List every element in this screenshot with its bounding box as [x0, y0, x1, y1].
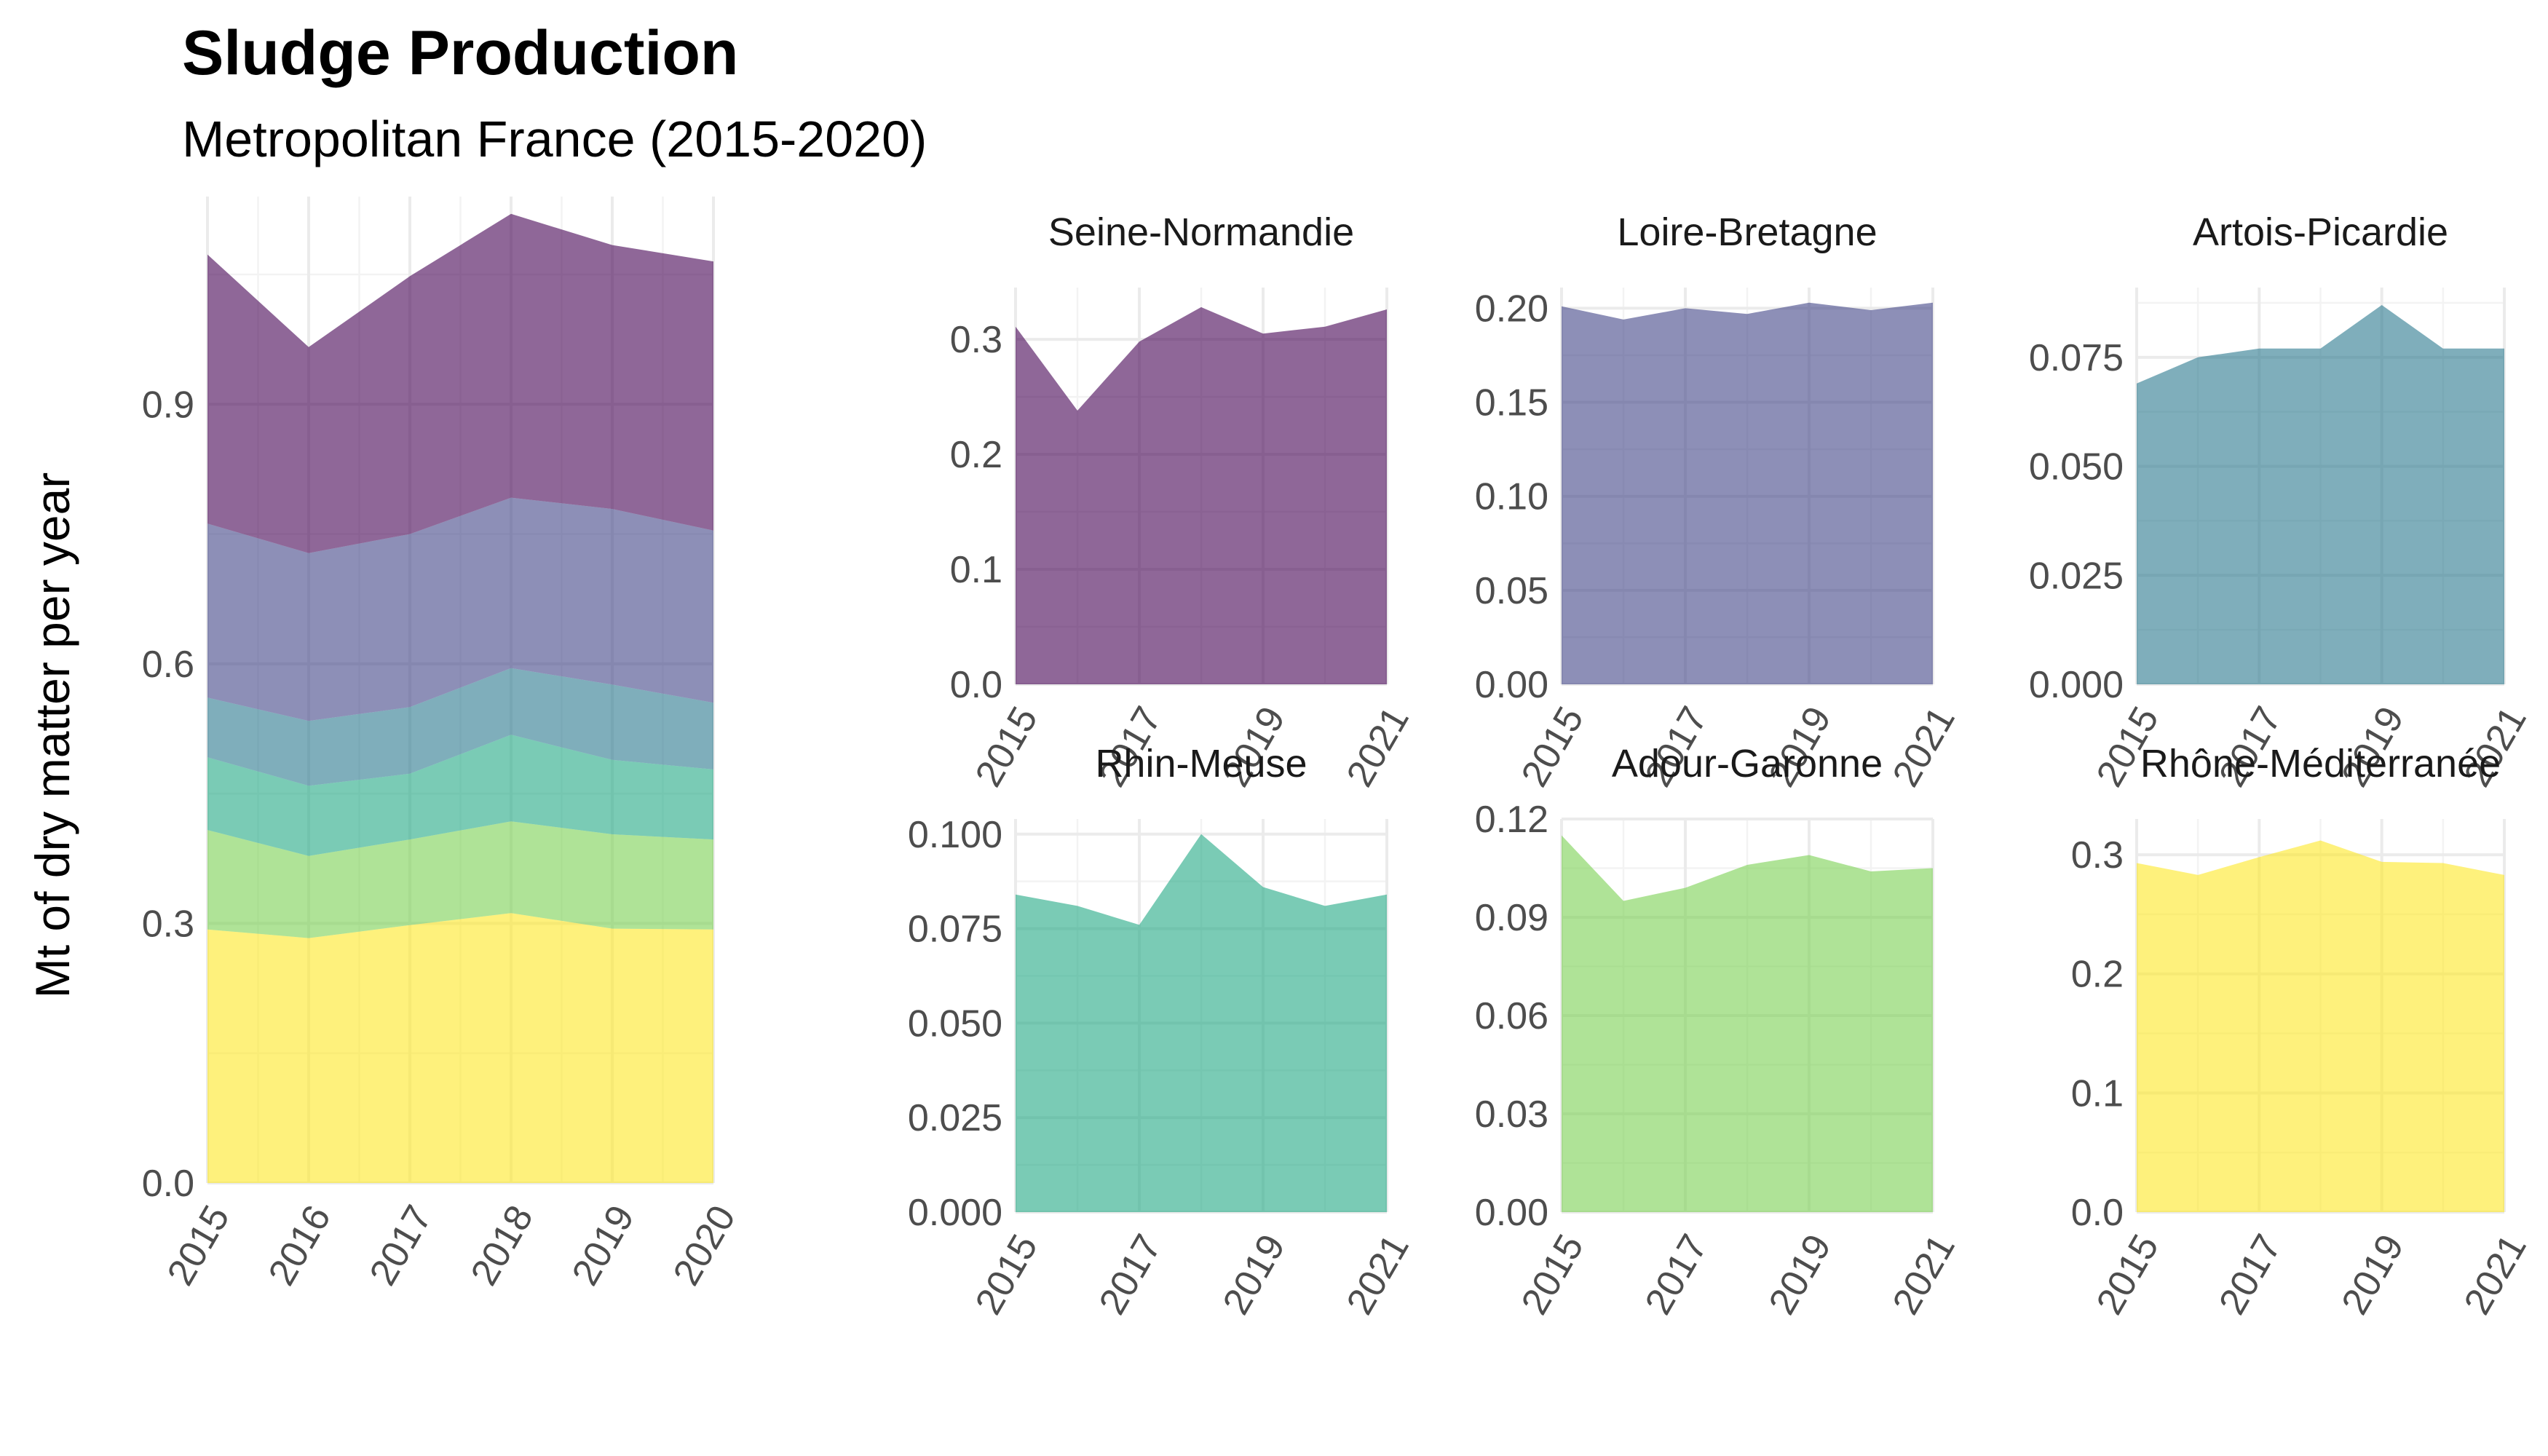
stacked-area-artois-picardie — [207, 668, 713, 786]
facet-loire-bretagne-y-tick-label: 0.15 — [1475, 382, 1548, 424]
stacked-x-tick-label: 2015 — [159, 1198, 238, 1292]
facet-area-loire-bretagne — [1562, 302, 1933, 684]
facet-seine-normandie-y-tick-label: 0.1 — [950, 549, 1002, 591]
stacked-y-tick-label: 0.6 — [142, 644, 194, 686]
facet-rhin-meuse-x-tick-label: 2015 — [968, 1227, 1046, 1321]
stacked-area-rhone-mediterranee — [207, 913, 713, 1183]
facet-rhin-meuse-y-tick-label: 0.000 — [908, 1192, 1002, 1234]
facet-rhin-meuse-y-tick-label: 0.025 — [908, 1097, 1002, 1139]
facet-adour-garonne-y-tick-label: 0.06 — [1475, 995, 1548, 1037]
facet-rhone-mediterranee-x-tick-label: 2015 — [2089, 1227, 2167, 1321]
chart-subtitle: Metropolitan France (2015-2020) — [182, 111, 927, 167]
chart-title: Sludge Production — [182, 18, 738, 88]
facet-loire-bretagne-y-tick-label: 0.00 — [1475, 664, 1548, 706]
facet-artois-picardie-y-tick-label: 0.050 — [2029, 446, 2124, 488]
facet-adour-garonne-x-tick-label: 2019 — [1761, 1227, 1840, 1321]
facet-title-artois-picardie: Artois-Picardie — [2193, 210, 2448, 254]
stacked-area-panel: 0.0 0.3 0.6 0.9 2015 2016 2017 2018 2019 2020 — [142, 197, 744, 1292]
stacked-y-tick-label: 0.3 — [142, 903, 194, 945]
facet-rhone-mediterranee-y-tick-label: 0.3 — [2071, 834, 2124, 877]
facet-rhin-meuse-y-tick-label: 0.050 — [908, 1002, 1002, 1045]
facet-title-rhone-mediterranee: Rhône-Méditerranée — [2140, 742, 2501, 786]
facet-seine-normandie-y-tick-label: 0.2 — [950, 434, 1002, 476]
facet-loire-bretagne-y-tick-label: 0.10 — [1475, 476, 1548, 518]
facet-title-seine-normandie: Seine-Normandie — [1048, 210, 1354, 254]
facet-adour-garonne-x-tick-label: 2021 — [1885, 1227, 1963, 1321]
facet-adour-garonne-y-tick-label: 0.12 — [1475, 799, 1548, 841]
stacked-x-tick-label: 2016 — [261, 1198, 339, 1292]
facet-area-adour-garonne — [1562, 835, 1933, 1212]
facet-panel-rhone-mediterranee: 0.0 0.1 0.2 0.3 2015 2017 2019 2021 Rhône-Médite… — [2071, 742, 2535, 1321]
stacked-x-tick-label: 2020 — [665, 1198, 744, 1292]
stacked-area-seine-normandie — [207, 213, 713, 553]
facet-rhin-meuse-y-tick-label: 0.100 — [908, 814, 1002, 856]
facet-seine-normandie-y-tick-label: 0.0 — [950, 664, 1002, 706]
facet-area-seine-normandie — [1016, 306, 1387, 684]
facet-rhone-mediterranee-x-tick-label: 2017 — [2211, 1227, 2290, 1321]
facet-rhin-meuse-x-tick-label: 2017 — [1091, 1227, 1170, 1321]
facet-rhone-mediterranee-x-tick-label: 2019 — [2334, 1227, 2413, 1321]
facet-rhin-meuse-x-tick-label: 2019 — [1215, 1227, 1294, 1321]
stacked-x-tick-label: 2017 — [362, 1198, 440, 1292]
facet-rhin-meuse-x-tick-label: 2021 — [1339, 1227, 1417, 1321]
facet-area-rhone-mediterranee — [2137, 840, 2504, 1212]
facet-seine-normandie-y-tick-label: 0.3 — [950, 319, 1002, 361]
facet-area-artois-picardie — [2137, 305, 2504, 684]
stacked-x-tick-label: 2018 — [463, 1198, 542, 1292]
facet-loire-bretagne-x-tick-label: 2015 — [1514, 700, 1592, 794]
facet-adour-garonne-y-tick-label: 0.00 — [1475, 1192, 1548, 1234]
facet-adour-garonne-y-tick-label: 0.03 — [1475, 1093, 1548, 1136]
facet-seine-normandie-x-tick-label: 2015 — [968, 700, 1046, 794]
stacked-x-tick-label: 2019 — [564, 1198, 643, 1292]
facet-rhone-mediterranee-y-tick-label: 0.0 — [2071, 1192, 2124, 1234]
facet-adour-garonne-x-tick-label: 2017 — [1637, 1227, 1716, 1321]
stacked-area-adour-garonne — [207, 821, 713, 938]
facet-panel-adour-garonne: 0.00 0.03 0.06 0.09 0.12 2015 2017 2019 2021 Adou… — [1475, 742, 1963, 1321]
facet-loire-bretagne-x-tick-label: 2021 — [1885, 700, 1963, 794]
facet-area-rhin-meuse — [1016, 834, 1387, 1212]
facet-loire-bretagne-y-tick-label: 0.20 — [1475, 288, 1548, 330]
facet-loire-bretagne-y-tick-label: 0.05 — [1475, 570, 1548, 612]
facet-artois-picardie-y-tick-label: 0.075 — [2029, 337, 2124, 379]
facet-panel-rhin-meuse: 0.000 0.025 0.050 0.075 0.100 2015 2017 2019 202… — [908, 742, 1417, 1321]
facet-adour-garonne-y-tick-label: 0.09 — [1475, 897, 1548, 939]
facet-rhone-mediterranee-y-tick-label: 0.2 — [2071, 954, 2124, 996]
facet-artois-picardie-y-tick-label: 0.000 — [2029, 664, 2124, 706]
facet-artois-picardie-y-tick-label: 0.025 — [2029, 555, 2124, 597]
facet-rhone-mediterranee-x-tick-label: 2021 — [2456, 1227, 2535, 1321]
facet-title-rhin-meuse: Rhin-Meuse — [1095, 742, 1307, 786]
facet-title-adour-garonne: Adour-Garonne — [1612, 742, 1883, 786]
facet-title-loire-bretagne: Loire-Bretagne — [1617, 210, 1877, 254]
stacked-area-loire-bretagne — [207, 497, 713, 721]
facet-adour-garonne-x-tick-label: 2015 — [1514, 1227, 1592, 1321]
y-axis-label: Mt of dry matter per year — [25, 472, 79, 999]
stacked-area-rhin-meuse — [207, 735, 713, 856]
stacked-y-tick-label: 0.9 — [142, 384, 194, 426]
stacked-y-tick-label: 0.0 — [142, 1163, 194, 1205]
facet-rhin-meuse-y-tick-label: 0.075 — [908, 909, 1002, 951]
facet-seine-normandie-x-tick-label: 2021 — [1339, 700, 1417, 794]
facet-rhone-mediterranee-y-tick-label: 0.1 — [2071, 1072, 2124, 1115]
